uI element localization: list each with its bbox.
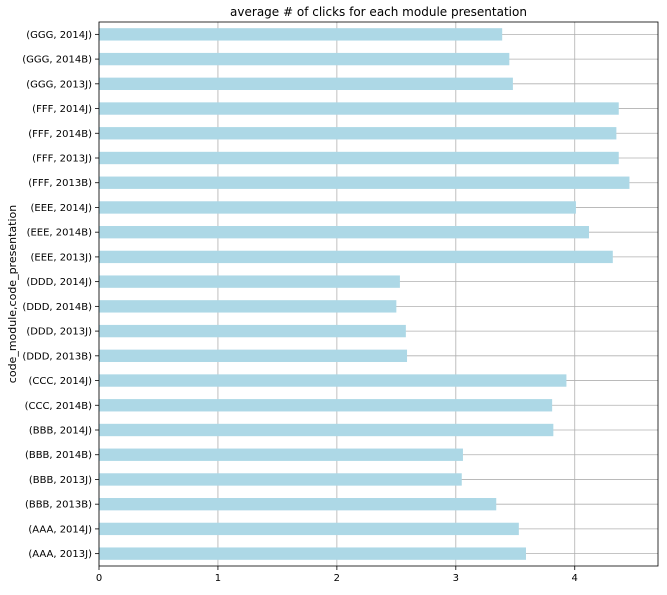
y-tick-label: (DDD, 2013J) <box>26 327 92 338</box>
bar <box>99 28 503 41</box>
x-ticks: 0 1 2 3 4 <box>96 566 578 584</box>
bar <box>99 498 497 511</box>
y-tick-label: (EEE, 2014B) <box>27 228 93 239</box>
y-tick-label: (EEE, 2014J) <box>30 203 92 214</box>
plot-frame <box>98 21 659 567</box>
bar <box>99 176 630 189</box>
bar <box>99 102 619 115</box>
y-tick-label: (AAA, 2013J) <box>28 549 92 560</box>
bar <box>99 226 590 239</box>
bar <box>99 77 513 90</box>
y-tick-label: (CCC, 2014B) <box>25 401 93 412</box>
bar <box>99 275 400 288</box>
y-ticks: (AAA, 2013J) (AAA, 2014J) (BBB, 2013B) (BBB… <box>22 30 99 560</box>
x-tick-label: 2 <box>334 573 340 584</box>
bar <box>99 448 463 461</box>
x-tick-label: 4 <box>572 573 578 584</box>
y-tick-label: (BBB, 2014J) <box>29 426 92 437</box>
y-tick-label: (GGG, 2014J) <box>26 30 92 41</box>
chart-title: average # of clicks for each module pres… <box>230 5 527 19</box>
y-tick-label: (FFF, 2013B) <box>28 178 92 189</box>
y-tick-label: (BBB, 2014B) <box>25 450 92 461</box>
y-tick-label: (DDD, 2013B) <box>22 351 92 362</box>
y-tick-label: (AAA, 2014J) <box>28 524 92 535</box>
bar <box>99 250 613 264</box>
bar <box>99 374 567 387</box>
y-tick-label: (BBB, 2013B) <box>25 500 92 511</box>
bar <box>99 522 519 536</box>
y-tick-label: (EEE, 2013J) <box>30 252 92 263</box>
y-axis-label: code_module,code_presentation <box>6 205 19 383</box>
bar <box>99 151 619 165</box>
y-tick-label: (FFF, 2013J) <box>32 154 92 165</box>
bar <box>99 473 462 486</box>
bar <box>99 52 510 66</box>
bar <box>99 547 526 560</box>
bar <box>99 324 406 338</box>
y-tick-label: (BBB, 2013J) <box>29 475 92 486</box>
y-tick-label: (FFF, 2014B) <box>28 129 92 140</box>
y-tick-label: (CCC, 2014J) <box>28 376 92 387</box>
x-tick-label: 3 <box>453 573 459 584</box>
bars <box>99 28 630 560</box>
y-tick-label: (DDD, 2014B) <box>22 302 92 313</box>
x-tick-label: 1 <box>215 573 221 584</box>
y-tick-label: (GGG, 2014B) <box>22 55 92 66</box>
y-tick-label: (DDD, 2014J) <box>26 277 92 288</box>
bar <box>99 300 397 313</box>
bar <box>99 423 554 437</box>
y-tick-label: (GGG, 2013J) <box>26 79 92 90</box>
bar <box>99 127 617 140</box>
y-tick-label: (FFF, 2014J) <box>32 104 92 115</box>
bar <box>99 201 576 214</box>
bar <box>99 399 553 412</box>
bar <box>99 349 408 362</box>
x-tick-label: 0 <box>96 573 102 584</box>
